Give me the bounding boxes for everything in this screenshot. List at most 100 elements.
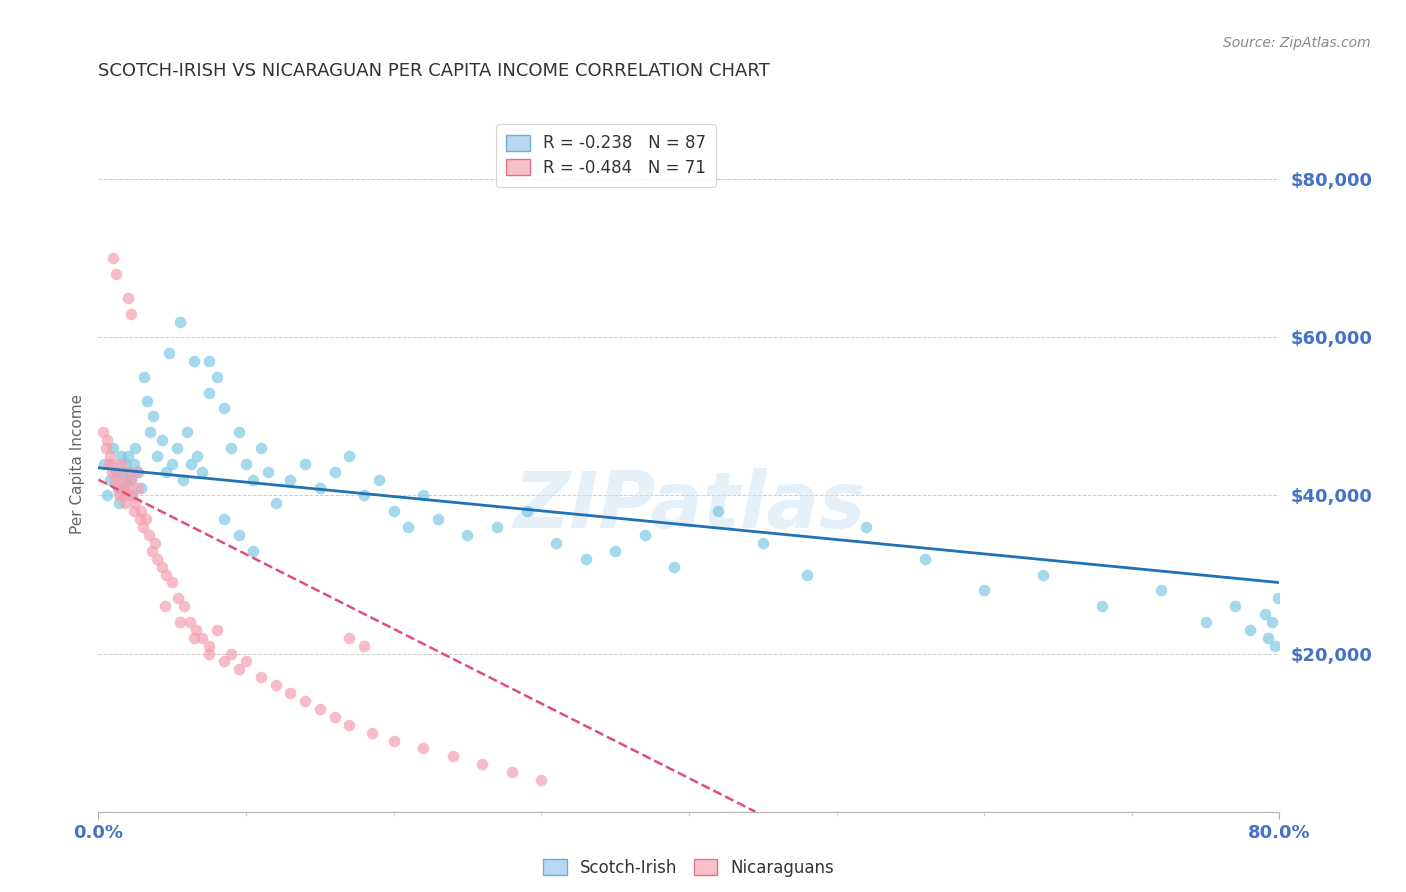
Point xyxy=(117,449,139,463)
Point xyxy=(456,528,478,542)
Point xyxy=(139,425,162,440)
Point xyxy=(323,710,346,724)
Point xyxy=(122,457,145,471)
Point xyxy=(250,670,273,684)
Point xyxy=(121,488,143,502)
Point xyxy=(294,694,316,708)
Y-axis label: Per Capita Income: Per Capita Income xyxy=(69,393,84,534)
Point xyxy=(309,702,332,716)
Point xyxy=(127,465,149,479)
Point xyxy=(141,544,163,558)
Point xyxy=(486,520,509,534)
Point xyxy=(396,520,419,534)
Point xyxy=(108,488,131,502)
Point xyxy=(186,449,208,463)
Point xyxy=(162,457,183,471)
Point xyxy=(117,465,139,479)
Point xyxy=(183,631,205,645)
Point xyxy=(180,457,202,471)
Point xyxy=(515,504,537,518)
Point xyxy=(1257,631,1279,645)
Point xyxy=(108,496,131,510)
Point xyxy=(96,433,118,447)
Point xyxy=(530,773,553,788)
Point xyxy=(110,473,132,487)
Point xyxy=(219,647,242,661)
Point xyxy=(120,473,142,487)
Point xyxy=(150,433,173,447)
Point xyxy=(427,512,450,526)
Point xyxy=(278,473,302,487)
Point xyxy=(264,678,287,692)
Point xyxy=(191,631,214,645)
Point xyxy=(179,615,201,629)
Point xyxy=(127,481,149,495)
Point xyxy=(111,465,134,479)
Point xyxy=(412,741,434,756)
Point xyxy=(353,639,375,653)
Point xyxy=(353,488,375,502)
Point xyxy=(94,441,117,455)
Point xyxy=(219,441,242,455)
Point xyxy=(1267,591,1289,606)
Point xyxy=(1150,583,1173,598)
Point xyxy=(103,457,125,471)
Point xyxy=(751,536,773,550)
Point xyxy=(105,465,128,479)
Point xyxy=(125,465,148,479)
Point xyxy=(973,583,995,598)
Point xyxy=(368,473,391,487)
Point xyxy=(138,528,160,542)
Point xyxy=(128,512,150,526)
Point xyxy=(855,520,877,534)
Point xyxy=(471,757,494,772)
Point xyxy=(441,749,464,764)
Point xyxy=(1032,567,1054,582)
Point xyxy=(129,481,152,495)
Point xyxy=(157,346,180,360)
Point xyxy=(136,393,159,408)
Point xyxy=(166,441,188,455)
Point xyxy=(115,473,138,487)
Point xyxy=(198,354,221,368)
Point xyxy=(105,465,128,479)
Point xyxy=(242,473,264,487)
Point xyxy=(112,481,135,495)
Point xyxy=(228,528,250,542)
Point xyxy=(235,457,257,471)
Point xyxy=(250,441,273,455)
Point xyxy=(501,765,523,780)
Point xyxy=(337,717,360,731)
Point xyxy=(105,267,128,281)
Point xyxy=(104,473,127,487)
Point xyxy=(257,465,280,479)
Point xyxy=(135,512,157,526)
Point xyxy=(117,291,139,305)
Point xyxy=(98,473,121,487)
Point xyxy=(107,481,129,495)
Point xyxy=(110,457,132,471)
Point xyxy=(173,599,195,614)
Point xyxy=(118,465,141,479)
Point xyxy=(242,544,264,558)
Point xyxy=(1223,599,1246,614)
Point xyxy=(664,559,686,574)
Point xyxy=(153,599,176,614)
Point xyxy=(323,465,346,479)
Point xyxy=(143,536,166,550)
Point xyxy=(111,488,134,502)
Point xyxy=(1195,615,1218,629)
Point xyxy=(124,441,146,455)
Point xyxy=(103,252,125,266)
Legend: Scotch-Irish, Nicaraguans: Scotch-Irish, Nicaraguans xyxy=(537,852,841,883)
Point xyxy=(120,473,142,487)
Point xyxy=(114,457,136,471)
Point xyxy=(98,449,121,463)
Point xyxy=(114,496,136,510)
Point xyxy=(205,370,228,384)
Point xyxy=(191,465,214,479)
Point xyxy=(112,481,135,495)
Point xyxy=(172,473,194,487)
Text: SCOTCH-IRISH VS NICARAGUAN PER CAPITA INCOME CORRELATION CHART: SCOTCH-IRISH VS NICARAGUAN PER CAPITA IN… xyxy=(98,62,770,80)
Point xyxy=(796,567,818,582)
